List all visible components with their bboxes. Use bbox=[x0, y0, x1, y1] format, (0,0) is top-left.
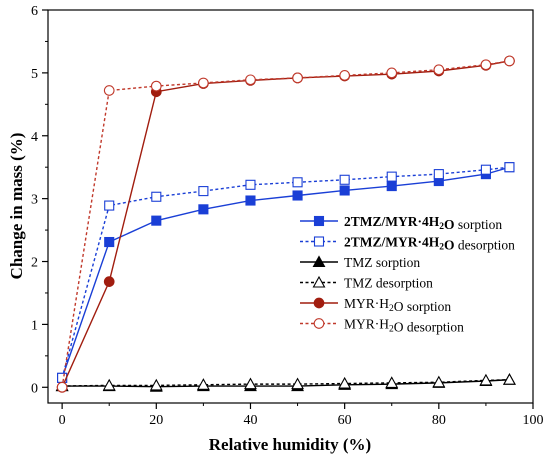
legend: 2TMZ/MYR·4H2O sorption 2TMZ/MYR·4H2O deso… bbox=[300, 214, 515, 335]
series-2 bbox=[55, 373, 516, 392]
data-point bbox=[245, 74, 256, 86]
data-point bbox=[245, 195, 256, 206]
x-tick-label: 20 bbox=[149, 413, 163, 428]
axis-ticks: 0 20 40 60 80 100 0 1 2 3 4 5 6 bbox=[31, 4, 544, 428]
legend-item: MYR·H2O sorption bbox=[300, 296, 451, 314]
x-tick-label: 60 bbox=[338, 413, 352, 428]
data-point bbox=[151, 215, 162, 226]
data-point bbox=[151, 191, 162, 202]
data-point bbox=[338, 376, 352, 389]
data-point bbox=[102, 378, 116, 391]
data-point bbox=[339, 185, 350, 196]
data-point bbox=[503, 373, 516, 385]
series-1 bbox=[57, 162, 515, 383]
data-point bbox=[292, 190, 303, 201]
data-point bbox=[292, 72, 303, 84]
series-layer bbox=[55, 55, 516, 393]
series-line bbox=[62, 379, 510, 387]
legend-label: TMZ desorption bbox=[344, 276, 433, 291]
data-point bbox=[385, 376, 399, 388]
data-point bbox=[104, 236, 115, 248]
data-point bbox=[149, 378, 163, 391]
data-point bbox=[292, 177, 303, 188]
data-point bbox=[386, 67, 398, 79]
legend-label: TMZ sorption bbox=[344, 255, 420, 270]
data-point bbox=[386, 181, 397, 192]
y-tick-label: 3 bbox=[31, 193, 38, 208]
legend-item: TMZ desorption bbox=[300, 276, 433, 291]
data-point bbox=[198, 77, 209, 89]
legend-item: 2TMZ/MYR·4H2O desorption bbox=[300, 235, 515, 253]
data-point bbox=[433, 169, 444, 180]
data-point bbox=[433, 64, 445, 76]
data-point bbox=[479, 373, 493, 386]
legend-label: 2TMZ/MYR·4H2O desorption bbox=[344, 235, 515, 253]
data-point bbox=[150, 80, 162, 92]
y-tick-label: 0 bbox=[31, 381, 38, 396]
data-point bbox=[103, 85, 115, 96]
series-5 bbox=[56, 55, 515, 393]
legend-label: MYR·H2O sorption bbox=[344, 296, 451, 314]
y-tick-label: 1 bbox=[31, 318, 38, 333]
y-tick-label: 2 bbox=[31, 256, 38, 271]
data-point bbox=[56, 381, 68, 393]
plot-frame bbox=[47, 9, 534, 404]
legend-marker bbox=[313, 236, 325, 247]
legend-marker bbox=[313, 318, 325, 329]
data-point bbox=[244, 377, 257, 390]
legend-label: 2TMZ/MYR·4H2O sorption bbox=[344, 214, 502, 232]
legend-label: MYR·H2O desorption bbox=[344, 317, 464, 335]
data-point bbox=[104, 200, 115, 211]
data-point bbox=[245, 179, 256, 190]
legend-marker bbox=[313, 215, 325, 227]
data-point bbox=[198, 186, 209, 197]
legend-marker bbox=[312, 255, 326, 268]
x-axis-title: Relative humidity (%) bbox=[209, 435, 371, 454]
series-0 bbox=[57, 162, 515, 383]
data-point bbox=[196, 378, 210, 390]
data-point bbox=[504, 55, 515, 67]
data-point bbox=[432, 375, 446, 388]
data-point bbox=[103, 276, 115, 287]
data-point bbox=[339, 70, 351, 81]
data-point bbox=[291, 377, 304, 390]
legend-item: MYR·H2O desorption bbox=[300, 317, 464, 335]
legend-item: 2TMZ/MYR·4H2O sorption bbox=[300, 214, 502, 232]
legend-marker bbox=[313, 297, 325, 309]
legend-marker bbox=[312, 275, 326, 288]
y-axis-title: Change in mass (%) bbox=[7, 133, 26, 280]
data-point bbox=[386, 171, 397, 182]
y-tick-label: 6 bbox=[31, 4, 38, 19]
y-tick-label: 5 bbox=[31, 67, 38, 82]
data-point bbox=[480, 59, 492, 71]
legend-item: TMZ sorption bbox=[300, 255, 420, 270]
data-point bbox=[198, 204, 209, 215]
data-point bbox=[480, 164, 491, 175]
x-tick-label: 40 bbox=[243, 413, 257, 428]
x-tick-label: 0 bbox=[59, 413, 66, 428]
data-point bbox=[504, 162, 515, 173]
x-tick-label: 80 bbox=[432, 413, 446, 428]
x-tick-label: 100 bbox=[523, 413, 544, 428]
y-tick-label: 4 bbox=[31, 130, 38, 145]
data-point bbox=[339, 174, 350, 185]
series-line bbox=[61, 60, 510, 388]
